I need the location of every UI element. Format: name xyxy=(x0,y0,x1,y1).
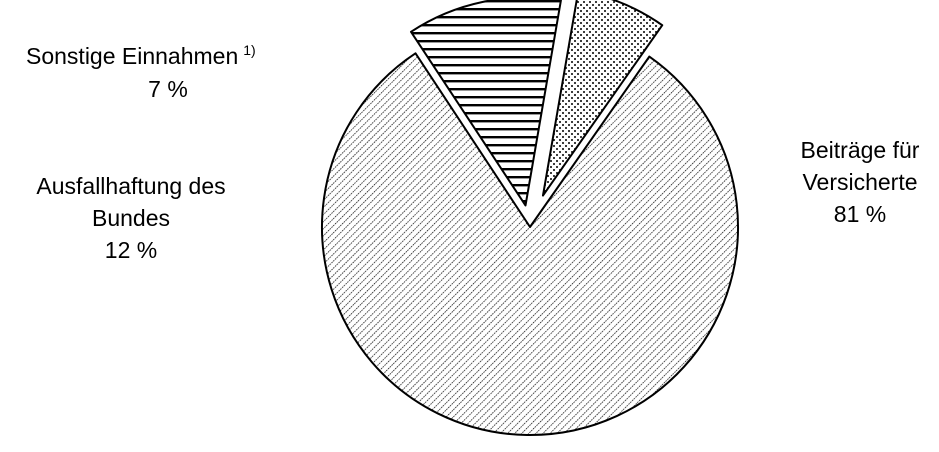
label-beitraege: Beiträge für Versicherte 81 % xyxy=(801,137,920,227)
slice-sonstige xyxy=(541,0,664,197)
label-ausfallhaftung: Ausfallhaftung des Bundes 12 % xyxy=(36,173,225,263)
footnote-marker: 1) xyxy=(243,42,255,58)
slice-label-line: Sonstige Einnahmen 1) xyxy=(26,42,256,69)
slice-beitraege xyxy=(321,52,739,436)
label-sonstige: Sonstige Einnahmen 1) 7 % xyxy=(26,42,256,102)
slice-value-label: 7 % xyxy=(148,76,188,102)
slice-ausfallhaftung xyxy=(410,0,562,207)
slice-label-text: Sonstige Einnahmen xyxy=(26,43,238,69)
slice-label-line: Bundes xyxy=(92,205,170,231)
slice-label-line: Beiträge für xyxy=(801,137,920,163)
slice-value-label: 81 % xyxy=(834,201,886,227)
slice-value-label: 12 % xyxy=(105,237,157,263)
pie-slices xyxy=(321,0,739,436)
slice-label-line: Versicherte xyxy=(802,169,917,195)
slice-label-line: Ausfallhaftung des xyxy=(36,173,225,199)
